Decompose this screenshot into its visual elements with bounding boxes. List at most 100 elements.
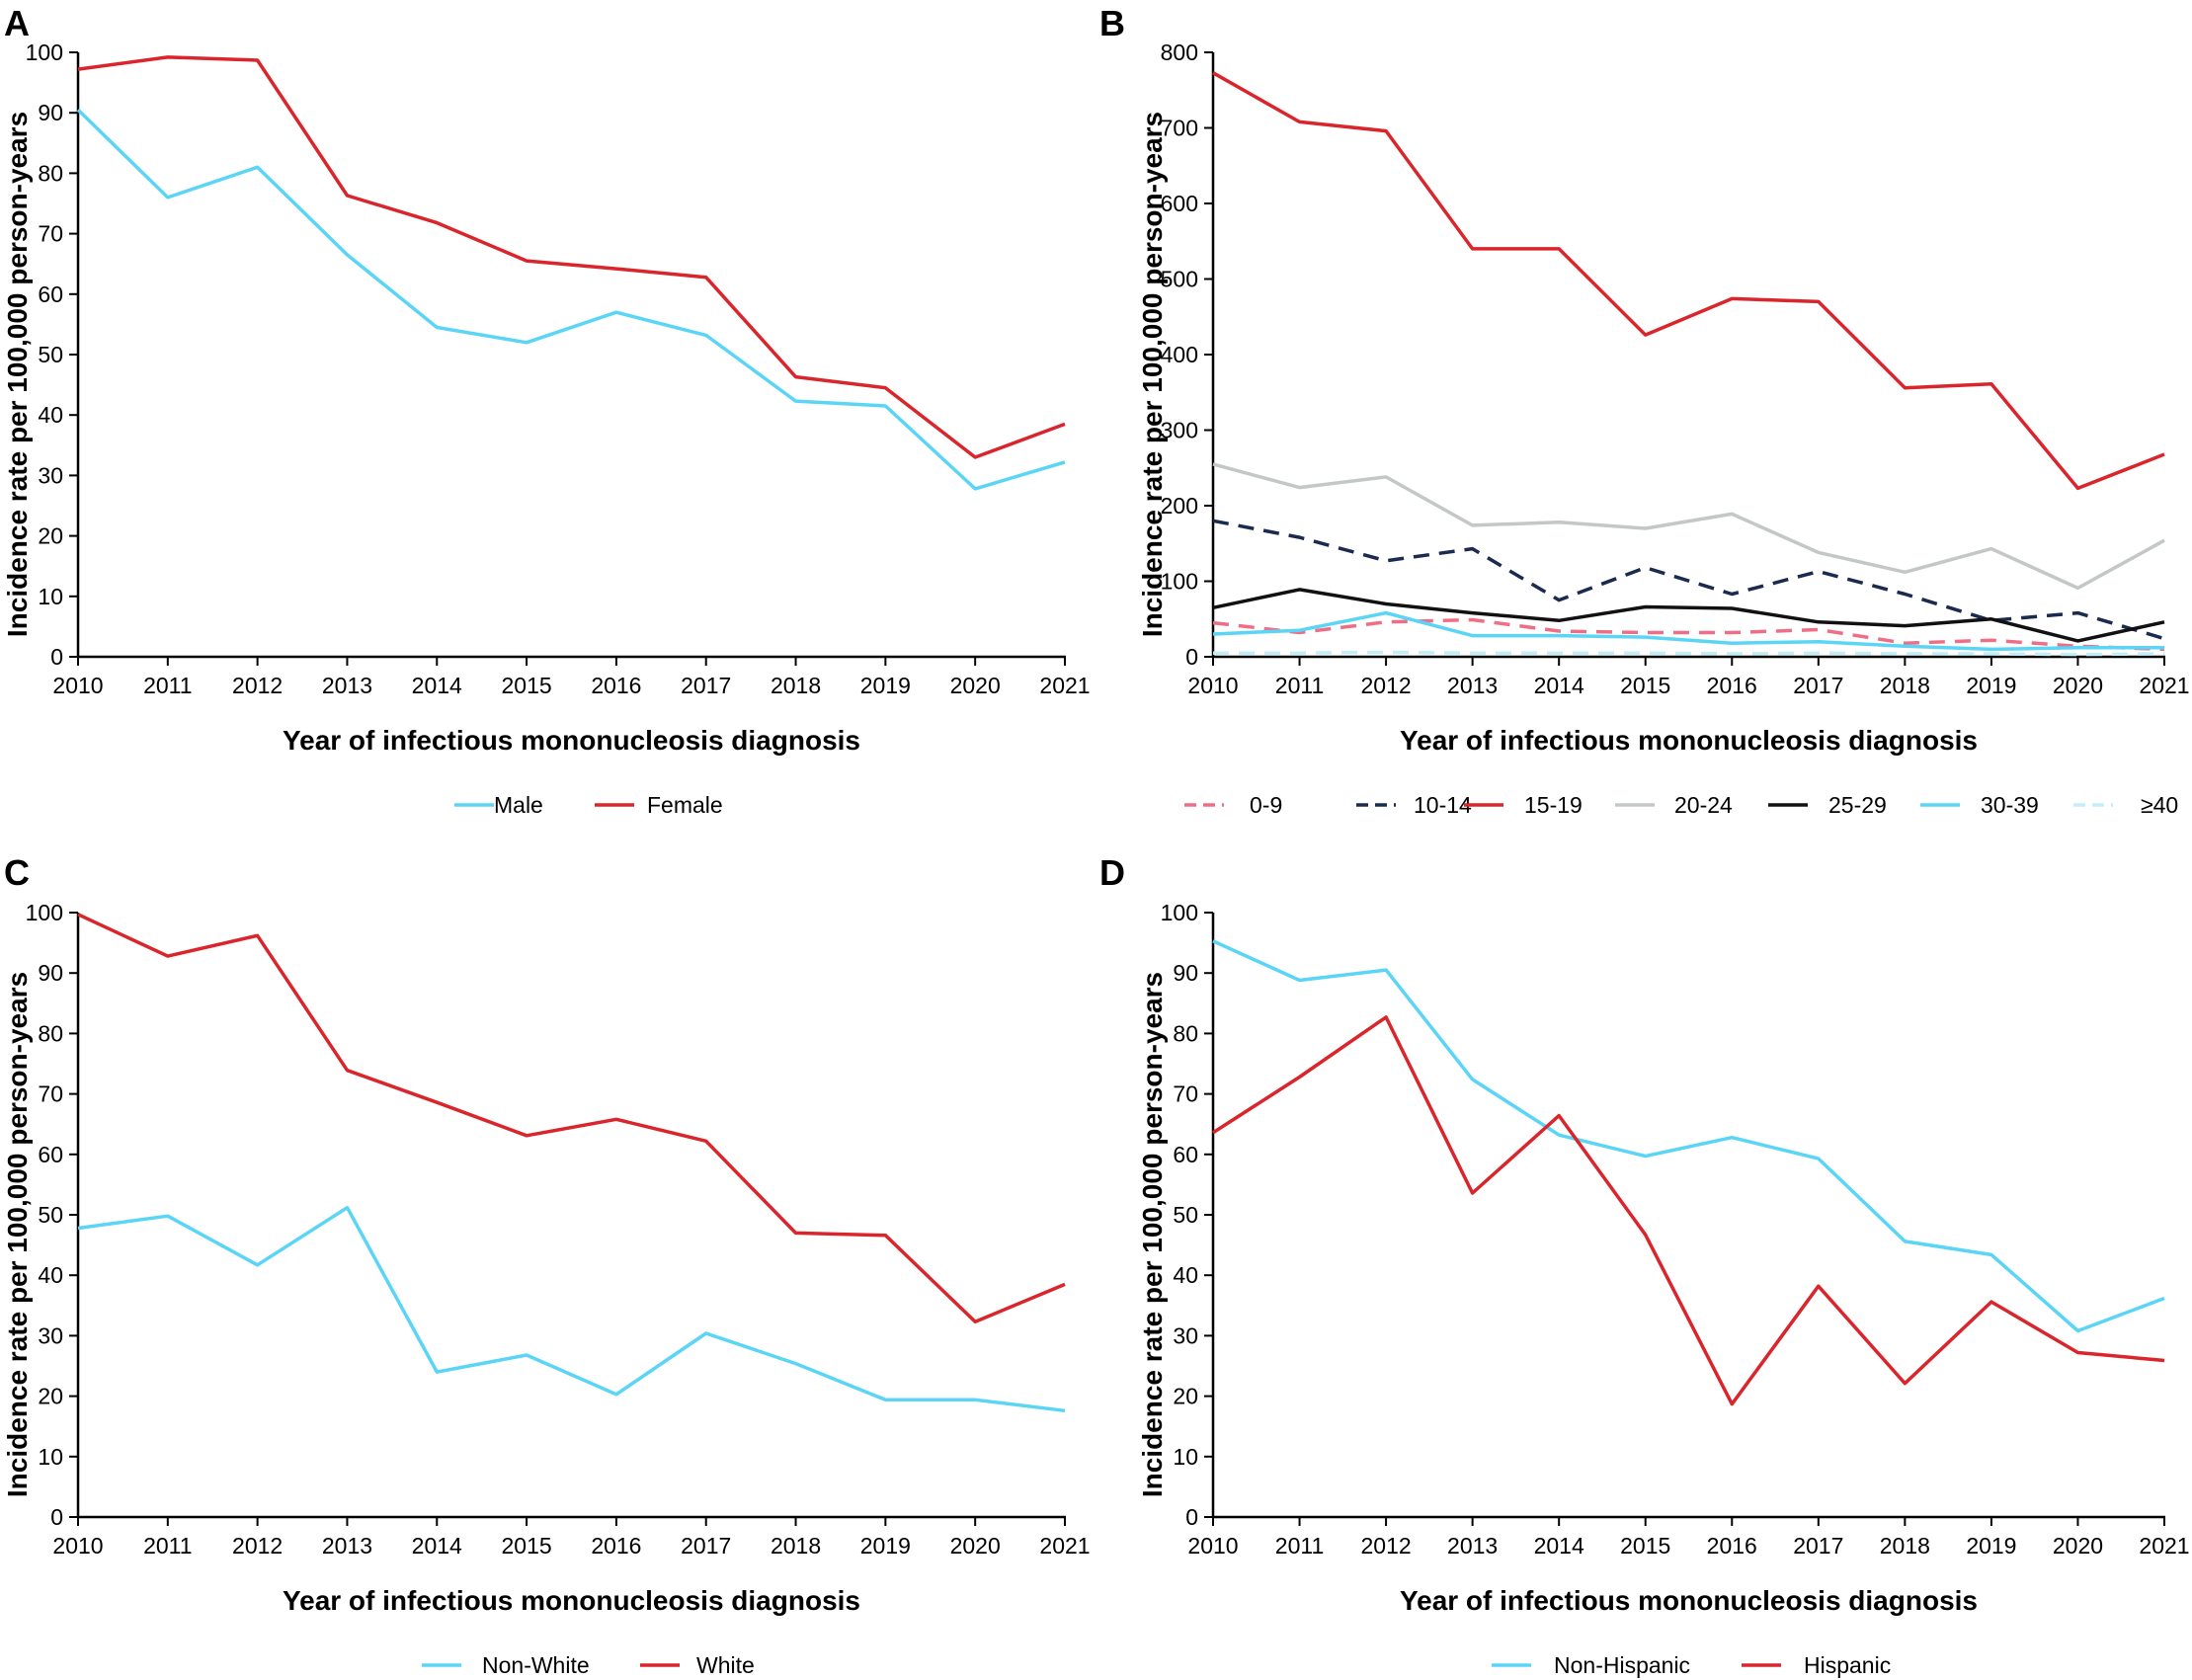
x-tick-label: 2011 [143, 1533, 192, 1559]
legend-label: 30-39 [1981, 792, 2039, 818]
x-tick-label: 2019 [1966, 1533, 2016, 1559]
x-tick-label: 2021 [2139, 1533, 2189, 1559]
x-tick-label: 2010 [1187, 1533, 1238, 1559]
x-tick-label: 2020 [2053, 673, 2103, 698]
panel-d: D 0 10 20 30 40 50 60 70 80 90 100 2010 2011 2012 2013 2… [1099, 852, 2190, 1678]
legend-label: ≥40 [2141, 792, 2178, 818]
y-axis-title: Incidence rate per 100,000 person-years [2, 112, 33, 637]
y-tick-label: 800 [1161, 40, 1198, 65]
series-line-Hispanic [1212, 1015, 2165, 1406]
x-tick-label: 2017 [681, 673, 731, 698]
y-tick-label: 0 [50, 1504, 63, 1530]
y-tick-label: 700 [1161, 116, 1198, 141]
x-tick-label: 2011 [143, 673, 192, 698]
panel-letter: C [4, 852, 30, 893]
x-tick-label: 2020 [2053, 1533, 2103, 1559]
y-tick-label: 60 [38, 281, 63, 307]
legend-label: White [696, 1652, 755, 1678]
y-tick-label: 50 [38, 342, 63, 367]
x-tick-label: 2015 [1620, 1533, 1670, 1559]
y-tick-label: 0 [50, 644, 63, 670]
x-tick-label: 2013 [322, 1533, 372, 1559]
series-line-0-9 [1212, 617, 2165, 652]
series-line-25-29 [1212, 588, 2165, 643]
x-tick-label: 2016 [591, 1533, 641, 1559]
y-tick-label: 90 [38, 960, 63, 986]
x-tick-label: 2017 [1793, 673, 1843, 698]
series-line-15-19 [1212, 71, 2165, 491]
legend-label: 10-14 [1414, 792, 1472, 818]
series-line-Female [77, 55, 1066, 459]
x-tick-label: 2015 [502, 1533, 552, 1559]
y-tick-label: 90 [1173, 960, 1198, 986]
panel-b: B 0 100 200 300 400 500 600 700 800 2010 2011 2012 20… [1099, 3, 2190, 818]
legend-label: Hispanic [1804, 1652, 1891, 1678]
y-tick-label: 70 [38, 221, 63, 247]
series-line-10-14 [1212, 519, 2165, 641]
x-tick-label: 2015 [1620, 673, 1670, 698]
x-axis-title: Year of infectious mononucleosis diagnos… [1400, 725, 1978, 756]
x-tick-label: 2020 [950, 1533, 1001, 1559]
x-tick-label: 2010 [52, 673, 103, 698]
x-tick-label: 2011 [1275, 1533, 1324, 1559]
x-tick-label: 2019 [860, 1533, 911, 1559]
y-tick-label: 20 [38, 523, 63, 549]
y-tick-label: 500 [1161, 267, 1198, 292]
x-tick-label: 2012 [232, 673, 283, 698]
y-tick-label: 60 [38, 1142, 63, 1167]
y-tick-label: 40 [38, 402, 63, 428]
legend-label: 25-29 [1828, 792, 1887, 818]
series-line-Non-Hispanic [1212, 939, 2165, 1333]
y-tick-label: 70 [1173, 1081, 1198, 1107]
x-tick-label: 2010 [52, 1533, 103, 1559]
x-tick-label: 2014 [1534, 1533, 1584, 1559]
y-tick-label: 50 [1173, 1202, 1198, 1228]
y-tick-label: 100 [1161, 900, 1198, 925]
y-axis-title: Incidence rate per 100,000 person-years [1137, 112, 1168, 637]
panel-letter: D [1099, 852, 1125, 893]
y-tick-label: 10 [38, 584, 63, 609]
x-tick-label: 2011 [1275, 673, 1324, 698]
x-tick-label: 2017 [1793, 1533, 1843, 1559]
x-tick-label: 2012 [232, 1533, 283, 1559]
x-tick-label: 2017 [681, 1533, 731, 1559]
x-tick-label: 2018 [1880, 1533, 1930, 1559]
x-tick-label: 2014 [1534, 673, 1584, 698]
series-line-30-39 [1212, 610, 2164, 652]
panel-letter: A [4, 3, 30, 43]
y-tick-label: 20 [38, 1384, 63, 1409]
y-tick-label: 30 [1173, 1322, 1198, 1348]
x-tick-label: 2020 [950, 673, 1001, 698]
x-tick-label: 2013 [1447, 673, 1498, 698]
y-tick-label: 400 [1161, 342, 1198, 367]
y-tick-label: 80 [38, 160, 63, 186]
y-axis-title: Incidence rate per 100,000 person-years [1137, 972, 1168, 1497]
legend-label: Non-White [482, 1652, 590, 1678]
y-tick-label: 0 [1185, 1504, 1198, 1530]
x-tick-label: 2021 [2139, 673, 2189, 698]
x-tick-label: 2019 [1966, 673, 2016, 698]
y-tick-label: 300 [1161, 418, 1198, 443]
series-line-≥40 [1213, 650, 2165, 657]
x-tick-label: 2016 [1707, 673, 1757, 698]
legend-label: 20-24 [1674, 792, 1733, 818]
x-tick-label: 2012 [1361, 673, 1412, 698]
y-axis-title: Incidence rate per 100,000 person-years [2, 972, 33, 1497]
x-tick-label: 2015 [502, 673, 552, 698]
x-tick-label: 2018 [1880, 673, 1930, 698]
y-tick-label: 90 [38, 100, 63, 125]
panel-a: A 0 10 20 30 40 50 60 70 80 90 100 2010 2011 2012 2013 2… [2, 3, 1091, 818]
series-line-20-24 [1212, 462, 2165, 591]
legend-label: Male [494, 792, 543, 818]
x-tick-label: 2019 [860, 673, 911, 698]
x-tick-label: 2010 [1187, 673, 1238, 698]
series-line-White [77, 913, 1066, 1324]
y-tick-label: 40 [38, 1262, 63, 1288]
y-tick-label: 70 [38, 1081, 63, 1107]
x-tick-label: 2013 [322, 673, 372, 698]
y-tick-label: 60 [1173, 1142, 1198, 1167]
x-tick-label: 2016 [1707, 1533, 1757, 1559]
legend-label: Female [647, 792, 723, 818]
x-tick-label: 2018 [771, 673, 821, 698]
